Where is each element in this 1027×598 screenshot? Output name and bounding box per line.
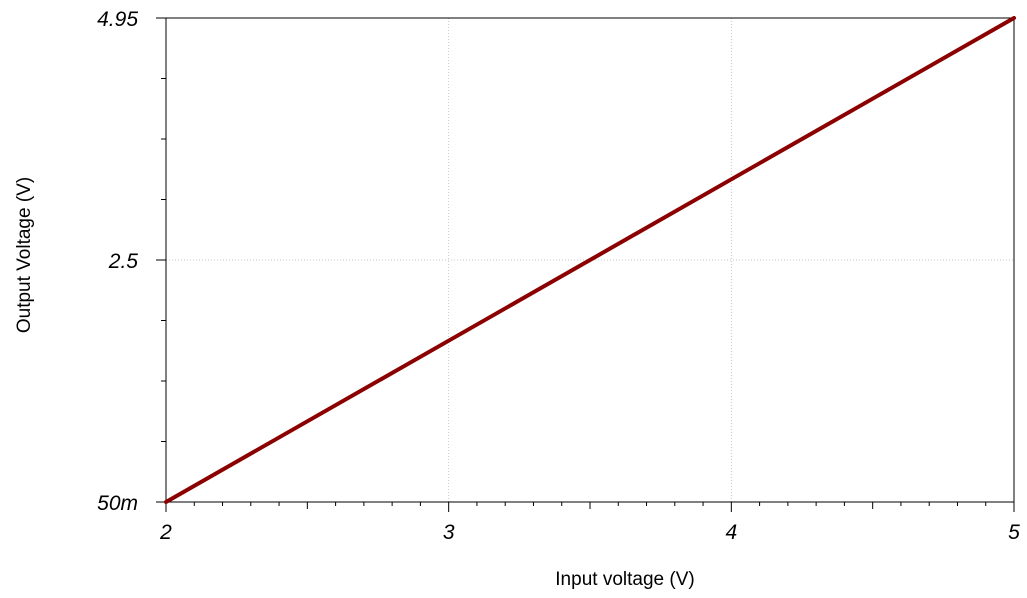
x-tick-label-1: 3 bbox=[443, 521, 455, 544]
tick-labels: 2 3 4 5 50m 2.5 4.95 bbox=[97, 8, 1020, 544]
ticks bbox=[156, 17, 1015, 512]
x-tick-label-2: 4 bbox=[725, 521, 737, 544]
y-tick-label-0: 50m bbox=[97, 492, 138, 515]
x-tick-label-0: 2 bbox=[159, 521, 172, 544]
y-tick-label-2: 4.95 bbox=[97, 8, 138, 31]
x-tick-label-3: 5 bbox=[1008, 521, 1020, 544]
y-tick-label-1: 2.5 bbox=[108, 250, 139, 273]
x-axis-label: Input voltage (V) bbox=[555, 569, 694, 590]
y-axis-label: Output Voltage (V) bbox=[14, 177, 35, 333]
series-line-0 bbox=[164, 16, 1016, 504]
series-group bbox=[164, 16, 1016, 504]
